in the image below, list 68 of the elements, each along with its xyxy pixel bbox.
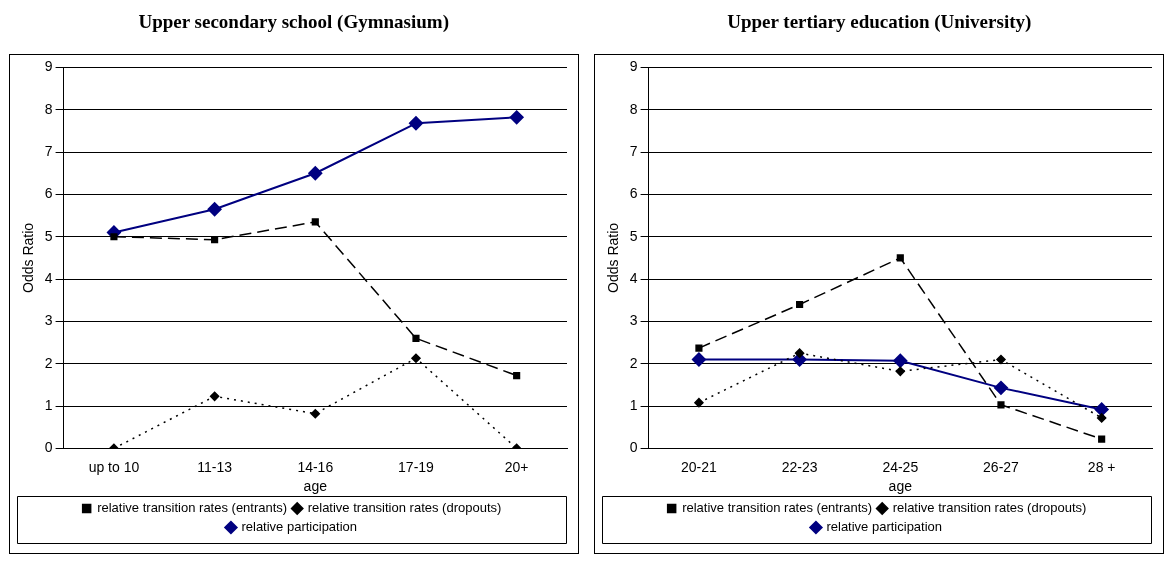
y-tick-label: 2 xyxy=(630,354,639,371)
point xyxy=(895,366,906,377)
x-tick-label: 28 + xyxy=(1088,458,1116,475)
legend-label: relative transition rates (entrants) xyxy=(96,500,287,516)
x-tick-label: 26-27 xyxy=(983,458,1020,475)
point xyxy=(994,380,1009,395)
x-tick-label: 20+ xyxy=(504,458,529,475)
y-tick-label: 0 xyxy=(630,439,639,456)
y-tick-label: 4 xyxy=(630,269,639,286)
y-tick-label: 8 xyxy=(630,100,639,117)
point xyxy=(509,110,524,125)
y-tick-label: 7 xyxy=(44,142,53,159)
y-tick-label: 2 xyxy=(44,354,53,371)
legend-label: relative transition rates (dropouts) xyxy=(892,500,1087,516)
point xyxy=(408,116,423,131)
x-axis-title: age xyxy=(888,478,913,495)
y-tick-label: 5 xyxy=(630,227,639,244)
point xyxy=(896,254,905,262)
legend-label: relative transition rates (dropouts) xyxy=(307,500,502,516)
point xyxy=(1094,402,1109,417)
point xyxy=(311,218,319,226)
point xyxy=(796,300,804,309)
point xyxy=(997,401,1005,409)
y-tick-label: 6 xyxy=(44,185,53,202)
y-tick-label: 3 xyxy=(44,312,53,329)
x-tick-label: up to 10 xyxy=(88,458,140,475)
legend-label: relative participation xyxy=(241,519,357,535)
point xyxy=(512,372,520,380)
x-tick-label: 24-25 xyxy=(882,458,919,475)
y-tick-label: 3 xyxy=(630,312,639,329)
chart-title: Upper tertiary education (University) xyxy=(727,10,1032,34)
x-tick-label: 11-13 xyxy=(196,458,232,475)
legend-label: relative transition rates (entrants) xyxy=(682,500,873,516)
x-tick-label: 22-23 xyxy=(781,458,818,475)
x-tick-label: 20-21 xyxy=(681,458,718,475)
y-axis-title: Odds Ratio xyxy=(605,222,622,293)
x-tick-label: 14-16 xyxy=(297,458,334,475)
y-tick-label: 4 xyxy=(44,269,53,286)
point xyxy=(308,166,323,181)
point xyxy=(210,236,218,244)
point xyxy=(893,353,908,368)
point xyxy=(207,202,222,217)
point xyxy=(694,397,704,408)
legend-label: relative participation xyxy=(826,519,943,535)
point xyxy=(412,334,420,342)
chart-title: Upper secondary school (Gymnasium) xyxy=(138,10,450,34)
y-tick-label: 0 xyxy=(44,439,53,456)
y-tick-label: 6 xyxy=(630,185,639,202)
y-tick-label: 7 xyxy=(630,142,639,159)
y-tick-label: 8 xyxy=(44,100,53,117)
point xyxy=(996,354,1006,365)
point xyxy=(695,344,703,352)
point xyxy=(110,233,118,241)
point xyxy=(1098,435,1106,443)
y-tick-label: 1 xyxy=(630,396,639,413)
x-axis-title: age xyxy=(303,478,327,495)
y-tick-label: 9 xyxy=(44,58,53,75)
point xyxy=(1097,413,1107,423)
y-tick-label: 5 xyxy=(44,227,53,244)
point xyxy=(692,352,707,367)
point xyxy=(410,353,421,363)
y-tick-label: 1 xyxy=(44,396,53,413)
x-tick-label: 17-19 xyxy=(397,458,434,475)
point xyxy=(310,408,320,419)
y-tick-label: 9 xyxy=(630,58,639,75)
point xyxy=(209,391,220,402)
point xyxy=(795,348,805,358)
y-axis-title: Odds Ratio xyxy=(20,222,37,293)
